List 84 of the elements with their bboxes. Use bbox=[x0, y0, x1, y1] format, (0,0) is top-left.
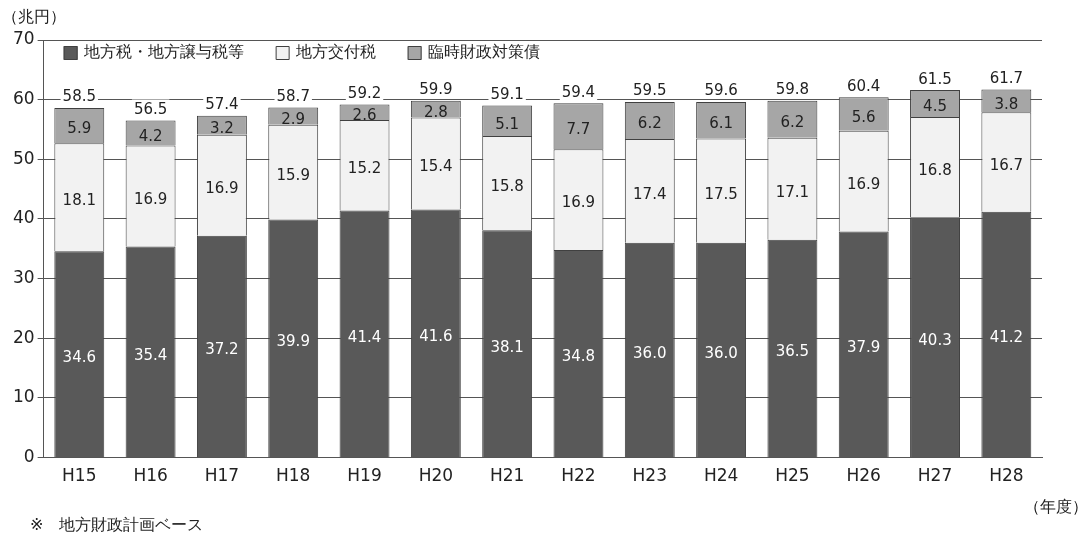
data-label: 3.2 bbox=[209, 119, 234, 138]
data-label: 6.2 bbox=[780, 113, 805, 132]
y-tick-label: 40 bbox=[12, 207, 35, 228]
data-label: 41.4 bbox=[347, 327, 382, 346]
data-label: 5.1 bbox=[495, 114, 520, 133]
data-label: 6.2 bbox=[637, 114, 662, 133]
data-label: 35.4 bbox=[133, 345, 168, 364]
y-tick-label: 30 bbox=[12, 267, 35, 288]
data-label: 17.4 bbox=[633, 184, 667, 203]
total-label: 59.2 bbox=[347, 83, 382, 102]
data-label: 36.0 bbox=[633, 343, 667, 362]
data-label: 3.8 bbox=[994, 94, 1019, 113]
data-label: 15.4 bbox=[419, 157, 453, 176]
data-label: 5.6 bbox=[851, 107, 876, 126]
total-label: 59.6 bbox=[704, 81, 738, 100]
data-label: 6.1 bbox=[709, 114, 734, 133]
data-label: 18.1 bbox=[62, 191, 96, 210]
x-tick-label: H16 bbox=[133, 465, 168, 486]
data-label: 36.0 bbox=[704, 343, 738, 362]
data-label: 16.9 bbox=[205, 179, 239, 198]
data-label: 17.1 bbox=[775, 182, 810, 201]
data-label: 16.9 bbox=[561, 193, 596, 212]
data-label: 16.9 bbox=[847, 174, 881, 193]
x-tick-label: H20 bbox=[418, 465, 454, 486]
x-tick-label: H23 bbox=[632, 465, 667, 486]
x-tick-label: H21 bbox=[489, 465, 525, 486]
data-label: 4.5 bbox=[923, 97, 947, 116]
x-tick-label: H28 bbox=[989, 465, 1024, 486]
data-label: 41.6 bbox=[419, 327, 453, 346]
x-tick-label: H24 bbox=[703, 465, 739, 486]
x-tick-label: H22 bbox=[561, 465, 596, 486]
x-tick-label: H27 bbox=[917, 465, 953, 486]
text: ※ 地方財政計画ベース bbox=[30, 515, 204, 534]
x-tick-label: H25 bbox=[775, 465, 810, 486]
data-label: 2.9 bbox=[281, 109, 306, 128]
total-label: 58.7 bbox=[276, 86, 310, 105]
data-label: 37.9 bbox=[847, 338, 881, 357]
data-label: 34.6 bbox=[62, 348, 96, 367]
data-label: 39.9 bbox=[276, 332, 310, 351]
y-tick-label: 0 bbox=[23, 446, 35, 467]
data-label: 2.6 bbox=[352, 106, 377, 125]
y-tick-label: 60 bbox=[12, 88, 35, 109]
legend-label: 地方税・地方譲与税等 bbox=[82, 42, 244, 62]
legend-label: 臨時財政対策債 bbox=[427, 42, 540, 62]
x-tick-label: H26 bbox=[846, 465, 881, 486]
x-tick-label: H18 bbox=[276, 465, 311, 486]
data-label: 7.7 bbox=[566, 120, 591, 139]
y-axis-title: （兆円） bbox=[2, 7, 66, 26]
y-tick-label: 70 bbox=[12, 28, 35, 49]
total-label: 58.5 bbox=[62, 87, 96, 106]
data-label: 4.2 bbox=[138, 126, 163, 145]
total-label: 61.7 bbox=[989, 68, 1024, 87]
x-tick-label: H19 bbox=[347, 465, 382, 486]
total-label: 59.8 bbox=[775, 80, 810, 99]
total-label: 57.4 bbox=[205, 95, 239, 114]
x-tick-label: H17 bbox=[204, 465, 240, 486]
total-label: 59.5 bbox=[633, 81, 667, 100]
y-tick-label: 50 bbox=[12, 147, 35, 168]
data-label: 16.8 bbox=[918, 160, 952, 179]
x-axis-title: （年度） bbox=[1024, 497, 1088, 516]
data-label: 37.2 bbox=[205, 340, 239, 359]
data-label: 16.9 bbox=[133, 189, 168, 208]
data-label: 40.3 bbox=[918, 331, 952, 350]
total-label: 60.4 bbox=[847, 76, 881, 95]
data-label: 15.9 bbox=[276, 166, 310, 185]
y-tick-label: 20 bbox=[12, 326, 35, 347]
legend-label: 地方交付税 bbox=[294, 42, 376, 62]
total-label: 59.1 bbox=[490, 85, 524, 104]
data-label: 36.5 bbox=[775, 342, 810, 361]
data-label: 34.8 bbox=[561, 347, 596, 366]
total-label: 59.4 bbox=[561, 82, 596, 101]
data-label: 41.2 bbox=[989, 328, 1024, 347]
data-label: 5.9 bbox=[67, 119, 92, 138]
data-label: 2.8 bbox=[423, 103, 448, 122]
data-label: 15.8 bbox=[490, 177, 524, 196]
data-label: 16.7 bbox=[989, 155, 1024, 174]
x-tick-label: H15 bbox=[62, 465, 97, 486]
data-label: 17.5 bbox=[704, 184, 738, 203]
total-label: 56.5 bbox=[133, 99, 168, 118]
data-label: 38.1 bbox=[490, 337, 524, 356]
total-label: 59.9 bbox=[419, 80, 453, 99]
total-label: 61.5 bbox=[918, 69, 952, 88]
y-tick-label: 10 bbox=[12, 386, 35, 407]
data-label: 15.2 bbox=[347, 159, 382, 178]
